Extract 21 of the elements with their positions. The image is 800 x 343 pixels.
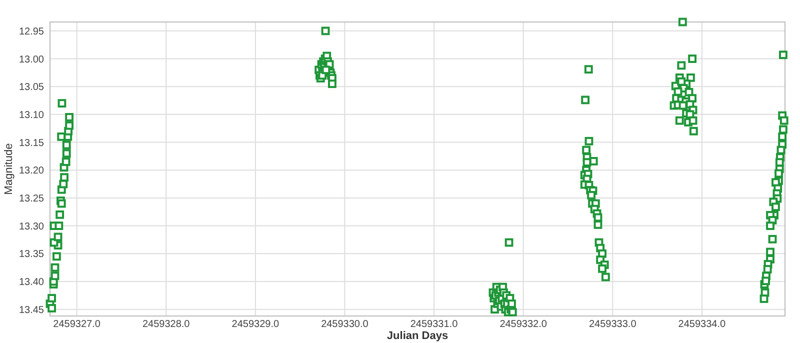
x-tick-label: 2459334.0	[678, 319, 726, 330]
x-tick-label: 2459328.0	[142, 319, 190, 330]
x-tick-label: 2459329.0	[232, 319, 280, 330]
x-tick-label: 2459327.0	[53, 319, 101, 330]
y-tick-label: 13.40	[18, 276, 44, 288]
y-tick-label: 13.25	[18, 193, 44, 204]
y-tick-label: 13.45	[18, 304, 44, 316]
x-axis-title: Julian Days	[386, 330, 448, 342]
x-tick-label: 2459330.0	[321, 319, 369, 330]
y-tick-label: 13.20	[18, 166, 44, 177]
y-axis-title: Magnitude	[3, 143, 15, 195]
x-tick-label: 2459333.0	[588, 319, 637, 330]
y-tick-label: 13.30	[18, 221, 44, 232]
y-tick-label: 13.00	[18, 54, 44, 66]
y-tick-label: 13.15	[18, 138, 44, 149]
x-tick-label: 2459332.0	[500, 319, 548, 330]
y-tick-label: 13.35	[18, 249, 44, 260]
y-tick-label: 13.10	[18, 110, 44, 121]
x-tick-label: 2459331.0	[410, 319, 458, 330]
y-tick-label: 12.95	[18, 26, 44, 38]
y-tick-label: 13.05	[18, 82, 44, 94]
